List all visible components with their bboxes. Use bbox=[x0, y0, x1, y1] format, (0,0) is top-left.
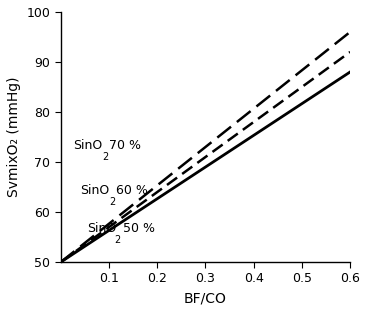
X-axis label: BF/CO: BF/CO bbox=[184, 291, 227, 305]
Y-axis label: SvmixO₂ (mmHg): SvmixO₂ (mmHg) bbox=[7, 77, 21, 197]
Text: 60 %: 60 % bbox=[116, 184, 148, 197]
Text: SinΟ: SinΟ bbox=[80, 184, 109, 197]
Text: 70 %: 70 % bbox=[109, 139, 141, 152]
Text: 2: 2 bbox=[109, 197, 115, 207]
Text: 50 %: 50 % bbox=[123, 222, 156, 235]
Text: SinΟ: SinΟ bbox=[87, 222, 117, 235]
Text: SinΟ: SinΟ bbox=[73, 139, 102, 152]
Text: 2: 2 bbox=[114, 235, 120, 245]
Text: 2: 2 bbox=[102, 152, 108, 162]
